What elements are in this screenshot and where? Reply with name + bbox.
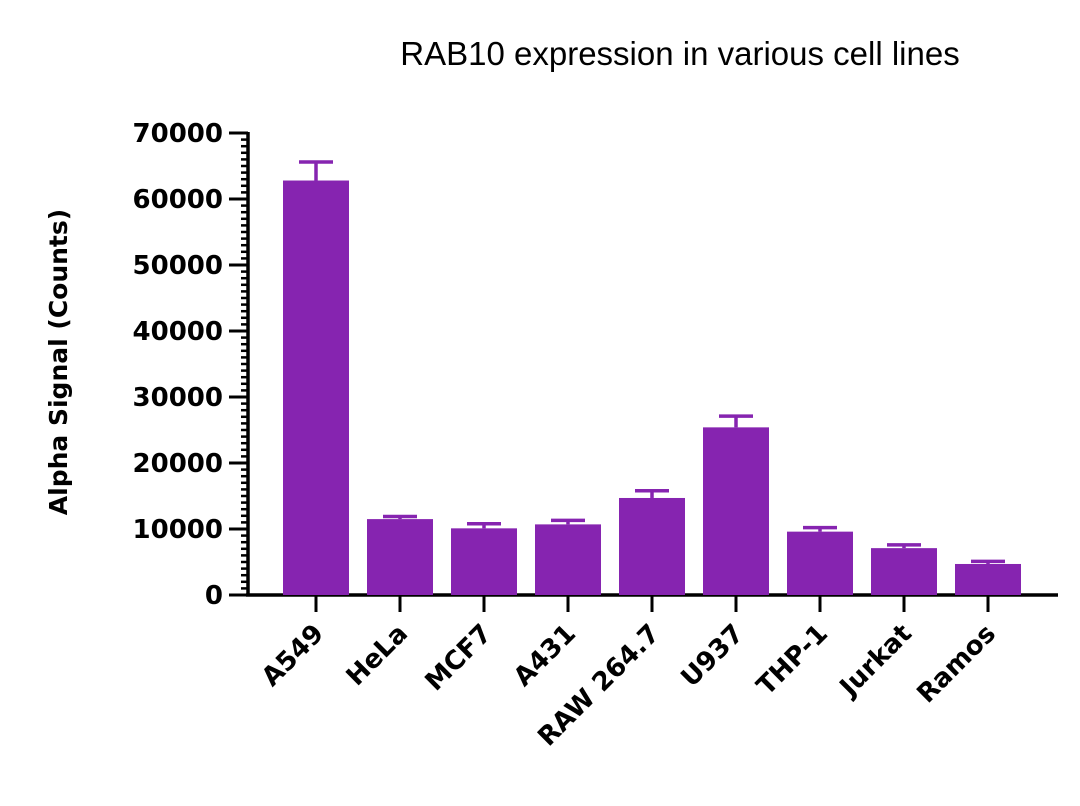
x-tick-label: MCF7 <box>420 619 498 697</box>
y-axis: 0 10000 20000 30000 40000 50000 60000 70000 <box>133 119 250 611</box>
bar <box>787 531 853 595</box>
y-tick-label: 0 <box>205 581 223 611</box>
bar <box>283 180 349 595</box>
y-tick-label: 60000 <box>133 185 223 215</box>
bar <box>619 497 685 595</box>
error-bars-group <box>299 160 1005 564</box>
chart-title: RAB10 expression in various cell lines <box>400 35 959 72</box>
x-tick-label: A431 <box>508 619 582 693</box>
x-tick-label: HeLa <box>341 619 414 692</box>
bar <box>703 427 769 595</box>
bar <box>367 519 433 595</box>
bar <box>871 548 937 595</box>
y-axis-label: Alpha Signal (Counts) <box>44 209 73 515</box>
y-tick-label: 50000 <box>133 251 223 281</box>
x-tick-label: THP-1 <box>751 619 834 702</box>
x-tick-label: U937 <box>675 619 750 694</box>
y-tick-label: 20000 <box>133 449 223 479</box>
x-tick-label: Jurkat <box>833 619 918 704</box>
y-tick-label: 40000 <box>133 317 223 347</box>
y-tick-label: 70000 <box>133 119 223 149</box>
bar <box>451 528 517 595</box>
x-tick-label: A549 <box>256 619 330 693</box>
y-tick-label: 30000 <box>133 383 223 413</box>
y-tick-label: 10000 <box>133 515 223 545</box>
x-tick-label: Ramos <box>911 619 1002 710</box>
bar <box>955 563 1021 595</box>
bar <box>535 524 601 595</box>
bars-group <box>283 180 1021 595</box>
x-axis <box>246 593 1058 612</box>
